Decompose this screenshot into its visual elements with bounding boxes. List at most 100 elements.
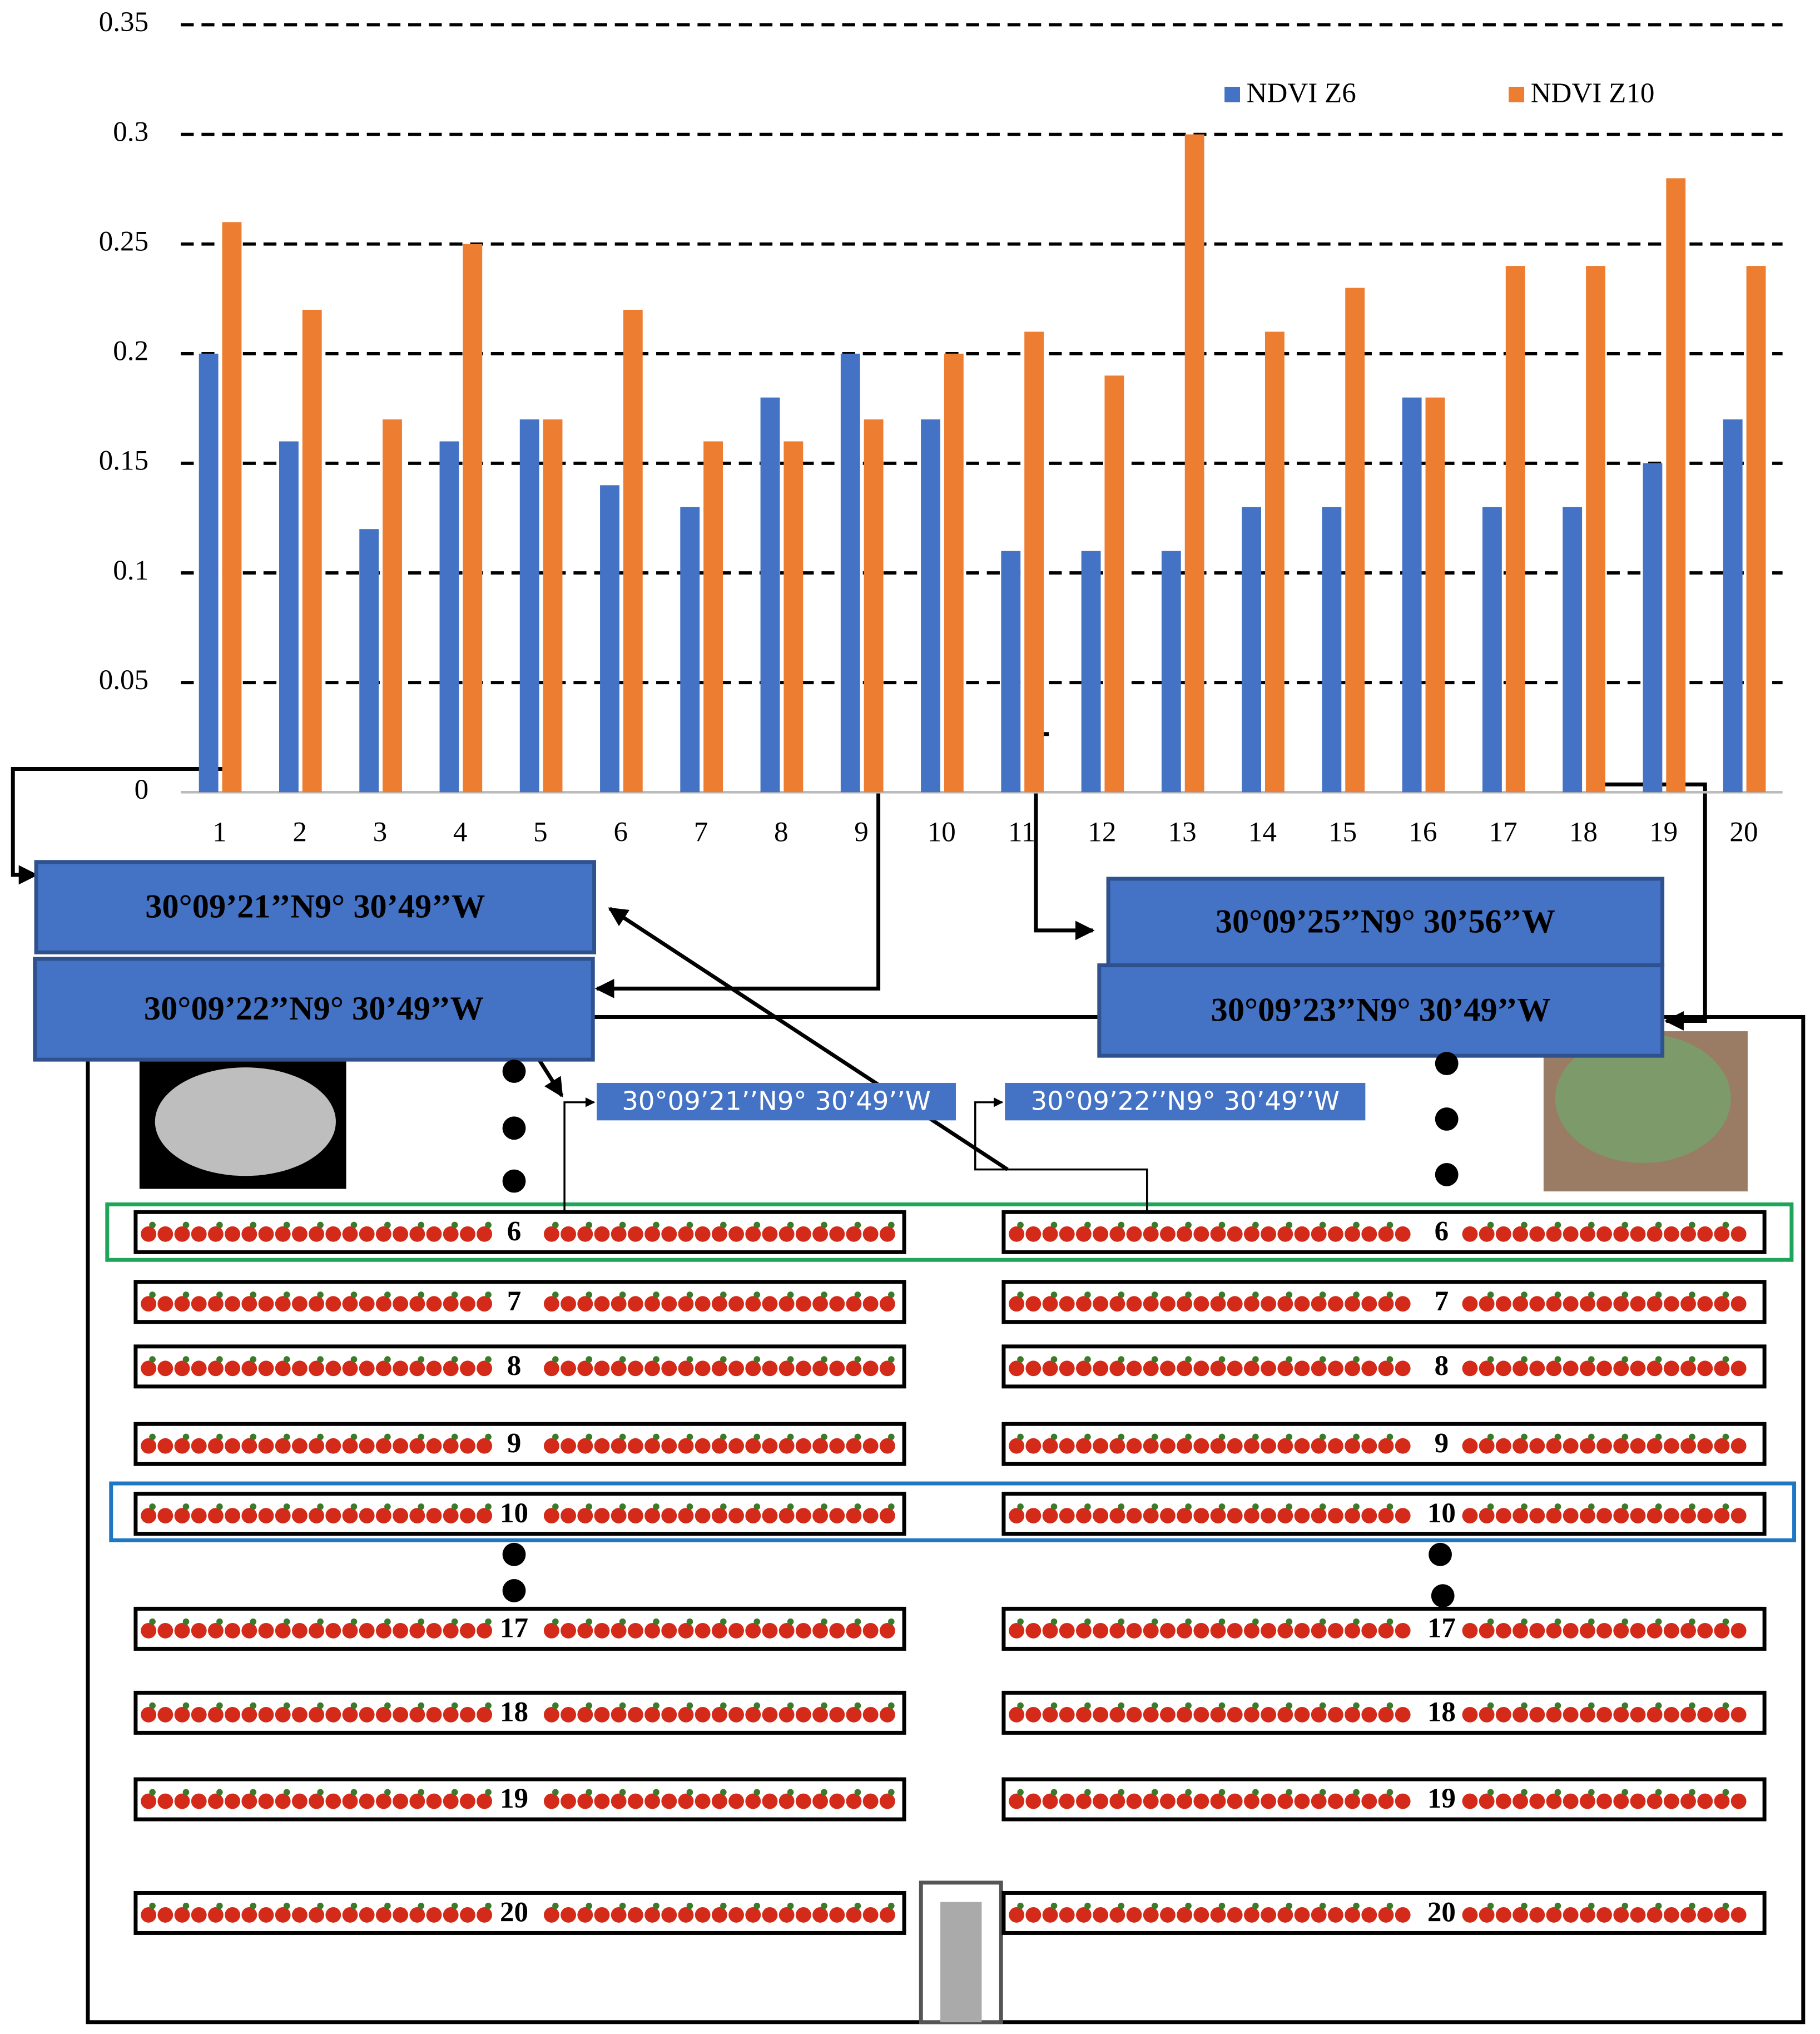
leaf [1151,1221,1158,1229]
row-label: 20 [1427,1897,1456,1928]
leaf [753,1902,761,1909]
leaf [888,1702,895,1709]
tomato [477,1438,493,1454]
leaf [451,1789,458,1796]
tomato [1311,1622,1327,1639]
tomato [1177,1793,1193,1809]
leaf [1621,1503,1629,1510]
tomato [1345,1438,1361,1454]
coord-box [34,860,597,954]
leaf [1118,1433,1125,1441]
leaf [1017,1902,1024,1909]
coord-label: 30°09’23’’N9° 30’49’’W [1211,991,1551,1028]
tomato [1025,1622,1042,1639]
tomato [1647,1706,1663,1723]
leaf [1151,1291,1158,1298]
tomato [275,1296,291,1312]
tomato [1193,1907,1209,1923]
tomato [309,1622,325,1639]
tomato [829,1508,845,1524]
tomato [1177,1508,1193,1524]
tomato [1143,1622,1159,1639]
tomato [241,1706,257,1723]
small-coord-box [1005,1082,1366,1121]
tomato [459,1793,475,1809]
x-tick-label: 2 [292,816,307,848]
tomato [1059,1296,1075,1312]
tomato [627,1793,643,1809]
leaf [1554,1789,1561,1796]
tomato [728,1226,745,1242]
tomato [207,1296,224,1312]
tomato [1025,1508,1042,1524]
bar [840,353,860,793]
tomato [1395,1706,1411,1723]
tomato [1579,1438,1595,1454]
tomato [762,1226,778,1242]
tomato [1345,1706,1361,1723]
tomato [1327,1438,1343,1454]
tomato [1327,1907,1343,1923]
leaf [1621,1789,1629,1796]
leaf [384,1702,391,1709]
tomato [1294,1296,1310,1312]
tomato [829,1438,845,1454]
leaf [1286,1618,1293,1625]
bar [680,507,700,793]
tomato [174,1508,190,1524]
small-coord-label: 30°09’22’’N9° 30’49’’W [1031,1086,1340,1116]
highlight-row-6 [105,1202,1794,1262]
leaf [182,1902,190,1909]
bar [1081,551,1101,793]
tomato [1697,1508,1713,1524]
tomato [1327,1296,1343,1312]
tomato [325,1360,341,1377]
leaf [552,1503,559,1510]
tomato [1630,1622,1646,1639]
leaf [1017,1503,1024,1510]
tomato [1546,1226,1562,1242]
tomato [258,1360,274,1377]
tomato [1680,1907,1696,1923]
tomato [157,1907,173,1923]
tomato [561,1226,577,1242]
leaf [1588,1789,1595,1796]
tomato [1109,1508,1125,1524]
leaf [216,1356,223,1363]
leaf [821,1789,827,1796]
leaf [1722,1618,1729,1625]
tomato [359,1226,375,1242]
tomato [174,1793,190,1809]
tomato [1193,1622,1209,1639]
tomato [1311,1226,1327,1242]
tomato [258,1296,274,1312]
tomato [1143,1793,1159,1809]
leaf [384,1902,391,1909]
tomato [778,1706,795,1723]
tomato [1277,1793,1293,1809]
tomato [879,1296,895,1312]
leaf [1487,1221,1494,1229]
x-tick-label: 13 [1168,816,1197,848]
tomato [577,1706,593,1723]
tomato [1177,1622,1193,1639]
leaf [1084,1902,1091,1909]
leaf [1118,1356,1125,1363]
leaf [1050,1356,1058,1363]
ellipsis-dot [1431,1584,1455,1608]
tomato [225,1226,241,1242]
tomato [1630,1706,1646,1723]
tomato [225,1706,241,1723]
tomato [1361,1438,1377,1454]
leaf [821,1618,827,1625]
leaf [888,1789,895,1796]
tomato [1261,1907,1277,1923]
leaf [753,1503,761,1510]
tomato [644,1226,661,1242]
tomato [1261,1226,1277,1242]
tomato [1159,1296,1176,1312]
leaf [1151,1503,1158,1510]
leaf [1655,1618,1662,1625]
tomato [728,1793,745,1809]
row-label: 17 [1427,1612,1456,1644]
